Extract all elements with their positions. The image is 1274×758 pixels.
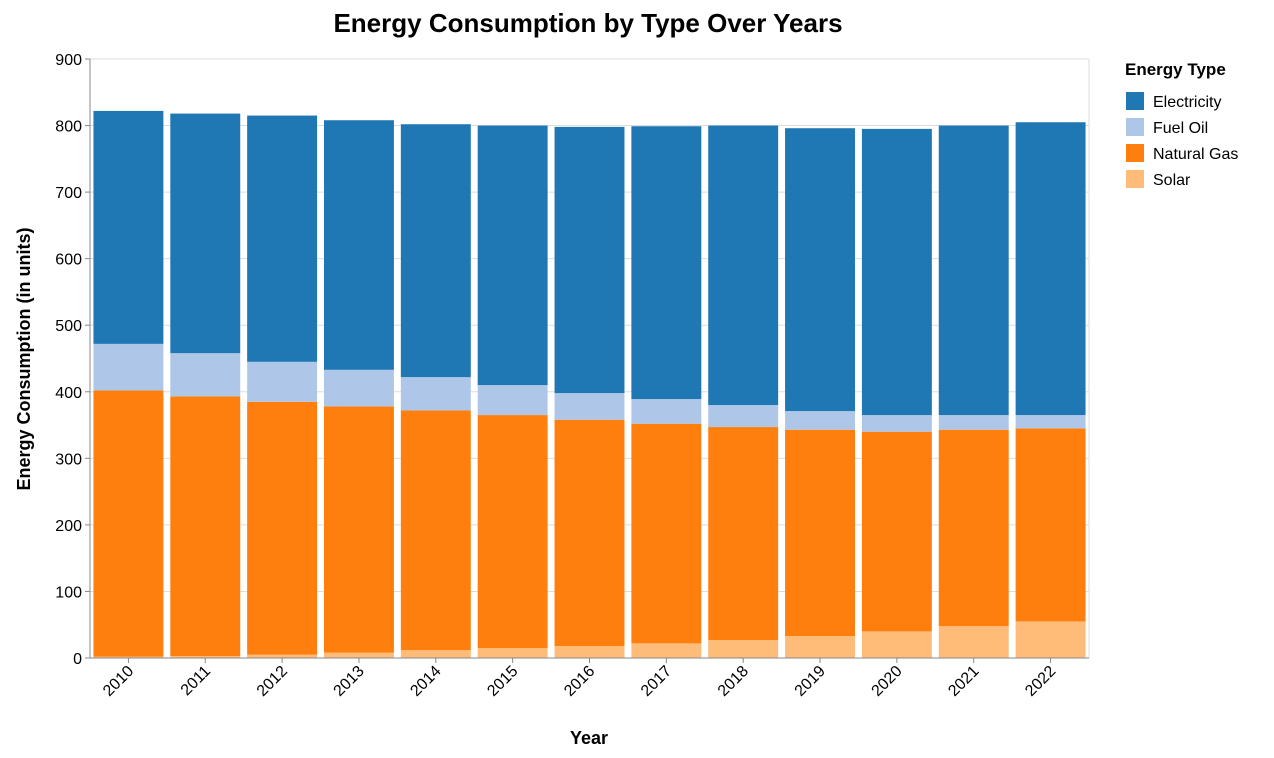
bar-solar-2022[interactable]	[1015, 621, 1086, 658]
x-tick-label: 2020	[869, 663, 906, 700]
bar-solar-2020[interactable]	[861, 631, 932, 658]
y-tick-label: 200	[55, 518, 82, 535]
bar-fuel-oil-2013[interactable]	[323, 369, 394, 407]
bar-fuel-oil-2011[interactable]	[170, 353, 241, 397]
bar-fuel-oil-2020[interactable]	[861, 415, 932, 432]
bar-fuel-oil-2010[interactable]	[93, 343, 164, 391]
bar-fuel-oil-2015[interactable]	[477, 385, 548, 416]
bar-electricity-2016[interactable]	[554, 126, 625, 394]
bar-fuel-oil-2016[interactable]	[554, 393, 625, 420]
bar-electricity-2011[interactable]	[170, 113, 241, 354]
bar-fuel-oil-2018[interactable]	[708, 405, 779, 428]
bar-electricity-2020[interactable]	[861, 128, 932, 416]
y-tick-label: 400	[55, 385, 82, 402]
bar-fuel-oil-2021[interactable]	[938, 415, 1009, 430]
bar-natural-gas-2022[interactable]	[1015, 428, 1086, 622]
bar-solar-2011[interactable]	[170, 656, 241, 658]
bar-electricity-2019[interactable]	[785, 128, 856, 412]
bar-electricity-2013[interactable]	[323, 120, 394, 370]
legend-label-solar: Solar	[1153, 172, 1191, 189]
legend-swatch-electricity	[1126, 92, 1144, 110]
bar-solar-2014[interactable]	[400, 650, 471, 658]
bar-natural-gas-2013[interactable]	[323, 406, 394, 653]
bar-fuel-oil-2012[interactable]	[247, 361, 318, 402]
legend-title: Energy Type	[1125, 60, 1226, 79]
bar-electricity-2021[interactable]	[938, 125, 1009, 416]
bars	[93, 110, 1086, 658]
bar-fuel-oil-2014[interactable]	[400, 377, 471, 411]
y-axis-title: Energy Consumption (in units)	[14, 228, 34, 491]
y-tick-label: 600	[55, 252, 82, 269]
x-axis-title: Year	[570, 728, 608, 748]
bar-solar-2016[interactable]	[554, 646, 625, 658]
bar-natural-gas-2012[interactable]	[247, 401, 318, 655]
bar-natural-gas-2011[interactable]	[170, 396, 241, 657]
y-tick-label: 700	[55, 185, 82, 202]
y-tick-label: 900	[55, 52, 82, 69]
bar-natural-gas-2010[interactable]	[93, 390, 164, 657]
legend-swatch-natural-gas	[1126, 144, 1144, 162]
bar-natural-gas-2014[interactable]	[400, 410, 471, 651]
x-tick-label: 2018	[715, 663, 752, 700]
legend-label-natural-gas: Natural Gas	[1153, 146, 1238, 163]
x-tick-label: 2011	[178, 663, 214, 699]
legend-label-electricity: Electricity	[1153, 94, 1221, 111]
bar-electricity-2017[interactable]	[631, 126, 702, 400]
bar-electricity-2010[interactable]	[93, 110, 164, 344]
x-tick-label: 2014	[407, 663, 444, 700]
bar-electricity-2018[interactable]	[708, 125, 779, 406]
bar-natural-gas-2021[interactable]	[938, 429, 1009, 627]
x-tick-label: 2015	[484, 663, 521, 700]
legend: Energy Type Electricity Fuel Oil Natural G…	[1125, 60, 1238, 189]
x-tick-label: 2010	[100, 663, 137, 700]
x-tick-label: 2019	[792, 663, 829, 700]
bar-solar-2013[interactable]	[323, 652, 394, 658]
bar-natural-gas-2019[interactable]	[785, 429, 856, 637]
bar-solar-2012[interactable]	[247, 654, 318, 658]
x-tick-label: 2016	[561, 663, 598, 700]
bar-solar-2017[interactable]	[631, 643, 702, 658]
bar-fuel-oil-2017[interactable]	[631, 399, 702, 424]
bar-electricity-2014[interactable]	[400, 124, 471, 378]
legend-swatch-solar	[1126, 170, 1144, 188]
y-tick-label: 800	[55, 119, 82, 136]
bar-natural-gas-2015[interactable]	[477, 415, 548, 649]
bar-electricity-2012[interactable]	[247, 115, 318, 362]
x-tick-label: 2013	[331, 663, 368, 700]
bar-fuel-oil-2019[interactable]	[785, 411, 856, 430]
bar-solar-2021[interactable]	[938, 626, 1009, 658]
x-tick-label: 2017	[638, 663, 675, 700]
bar-solar-2015[interactable]	[477, 648, 548, 658]
bar-solar-2019[interactable]	[785, 636, 856, 658]
bar-solar-2018[interactable]	[708, 640, 779, 658]
bar-solar-2010[interactable]	[93, 656, 164, 658]
x-tick-label: 2012	[254, 663, 291, 700]
bar-fuel-oil-2022[interactable]	[1015, 415, 1086, 429]
x-tick-label: 2021	[945, 663, 982, 700]
chart-title: Energy Consumption by Type Over Years	[333, 8, 842, 38]
legend-swatch-fuel-oil	[1126, 118, 1144, 136]
bar-natural-gas-2020[interactable]	[861, 431, 932, 632]
bar-electricity-2022[interactable]	[1015, 122, 1086, 416]
y-tick-label: 0	[73, 651, 82, 668]
y-tick-label: 100	[55, 584, 82, 601]
bar-electricity-2015[interactable]	[477, 125, 548, 386]
legend-label-fuel-oil: Fuel Oil	[1153, 120, 1208, 137]
x-tick-label: 2022	[1022, 663, 1059, 700]
bar-natural-gas-2018[interactable]	[708, 427, 779, 641]
bar-natural-gas-2017[interactable]	[631, 423, 702, 644]
y-tick-label: 300	[55, 451, 82, 468]
bar-natural-gas-2016[interactable]	[554, 419, 625, 647]
y-tick-label: 500	[55, 318, 82, 335]
